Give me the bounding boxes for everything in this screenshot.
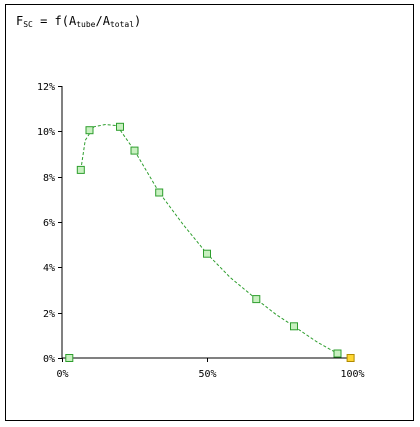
data-point [252,295,261,304]
title-a-tube-subscript: tube [76,20,96,29]
x-tick-label: 100% [340,369,364,380]
fit-curve-line [80,123,338,354]
y-tick-label: 8% [43,173,55,184]
title-slash: /A [95,14,110,28]
data-point [130,146,139,155]
y-tick-label: 10% [37,127,55,138]
y-tick-label: 12% [37,82,55,93]
title-equation: = f(A [32,14,77,28]
data-point [65,354,74,362]
y-tick-label: 4% [43,263,55,274]
title-f: F [16,14,24,28]
data-point [203,249,211,258]
data-point [76,165,85,174]
data-point [85,126,94,135]
axes [58,86,353,362]
data-point [116,122,124,131]
data-point [290,322,298,331]
title-a-total-subscript: total [109,20,135,29]
tick-labels-group: 0% 2% 4% 6% 8% 10% 12% 0% 50% 100% [37,82,365,380]
data-point [333,349,342,358]
data-points-group [65,122,355,362]
x-tick-label: 0% [56,369,68,380]
fit-curve-group [80,123,338,354]
title-close: ) [134,14,142,28]
y-tick-label: 2% [43,309,55,320]
y-tick-label: 6% [43,218,55,229]
highlight-data-point [346,354,355,362]
title-f-subscript: SC [23,20,33,29]
x-tick-label: 50% [198,369,216,380]
y-tick-label: 0% [43,354,55,365]
chart-title: FSC = f(Atube/Atotal) [16,14,141,29]
chart-frame [5,4,414,421]
data-point [155,188,164,197]
